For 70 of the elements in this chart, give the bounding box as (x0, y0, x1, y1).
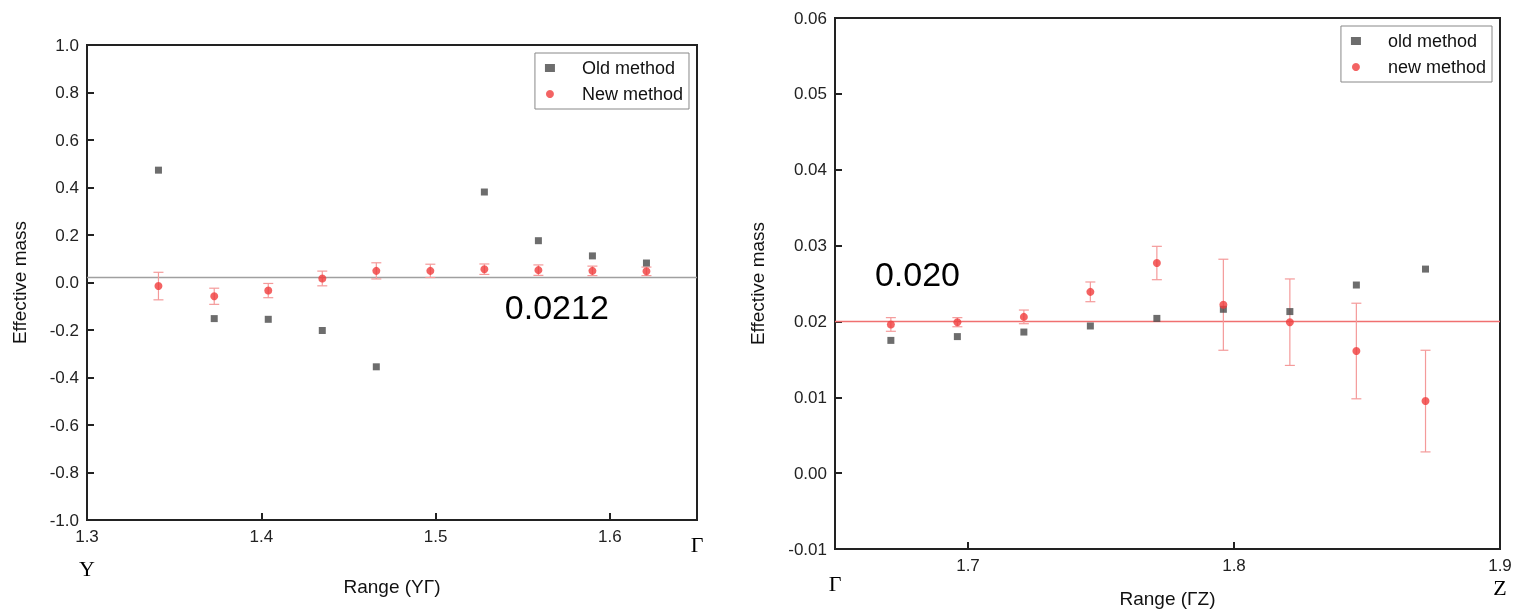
point (588, 252, 596, 260)
point (1020, 328, 1028, 336)
point (372, 363, 380, 371)
point (1352, 281, 1360, 289)
point (1086, 322, 1094, 330)
point (534, 237, 542, 245)
text: Γ (828, 570, 842, 596)
y-axis-title: Effective mass (747, 221, 768, 346)
legend-label: New method (581, 84, 684, 104)
y-tick-label: 0.01 (793, 387, 827, 407)
point (480, 188, 488, 196)
point (953, 333, 961, 341)
legend-label: old method (1387, 31, 1477, 51)
y-tick-label: -0.01 (788, 539, 827, 559)
text: Z (1493, 574, 1507, 600)
y-tick-label: 0.00 (793, 463, 827, 483)
legend-label: Old method (581, 58, 676, 78)
y-tick-label: -0.4 (49, 368, 79, 387)
y-tick-label: -0.2 (49, 320, 79, 340)
point (1219, 300, 1228, 309)
point (887, 336, 895, 344)
y-tick-label: 0.03 (793, 236, 827, 256)
point (1086, 287, 1095, 296)
point (318, 326, 326, 334)
x-tick-label: 1.4 (249, 527, 274, 546)
text: Γ (690, 531, 704, 557)
y-tick-label: 0.4 (55, 178, 79, 197)
point (210, 315, 218, 323)
text: Y (79, 555, 96, 581)
y-tick-label: 0.6 (55, 130, 79, 150)
point (264, 286, 273, 295)
point (264, 315, 272, 323)
point (154, 166, 162, 174)
y-axis-title: Effective mass (9, 220, 30, 345)
y-tick-label: -0.6 (49, 415, 79, 435)
y-tick-label: 0.0 (55, 273, 79, 292)
y-tick-label: -1.0 (49, 510, 79, 530)
point (1285, 318, 1294, 327)
y-tick-label: -0.8 (49, 463, 79, 482)
x-tick-label: 1.5 (423, 527, 448, 546)
y-tick-label: 0.05 (793, 84, 827, 104)
point (1352, 347, 1361, 356)
y-tick-label: 1.0 (55, 35, 79, 55)
point (154, 282, 163, 291)
ref-line-label: 0.0212 (504, 288, 609, 327)
point (1286, 308, 1294, 316)
point (1152, 259, 1161, 268)
y-tick-label: 0.02 (793, 311, 827, 331)
y-tick-label: 0.06 (793, 8, 827, 28)
x-tick-label: 1.6 (598, 527, 622, 546)
x-axis-title: Range (ΓZ) (1119, 588, 1216, 609)
x-axis-title: Range (YΓ) (343, 576, 441, 597)
point (1422, 265, 1430, 273)
legend-label: new method (1387, 57, 1486, 77)
point (372, 266, 381, 275)
y-tick-label: 0.2 (55, 225, 79, 245)
ref-line-label: 0.020 (874, 255, 960, 294)
y-tick-label: 0.8 (55, 83, 79, 102)
x-tick-label: 1.7 (956, 556, 980, 575)
point (318, 274, 327, 283)
x-tick-label: 1.3 (75, 527, 99, 546)
point (1153, 314, 1161, 322)
x-tick-label: 1.8 (1222, 556, 1246, 575)
point (210, 292, 219, 301)
point (1019, 312, 1028, 321)
point (426, 266, 435, 275)
point (642, 259, 650, 267)
x-tick-label: 1.9 (1488, 556, 1512, 575)
y-tick-label: 0.04 (793, 160, 827, 180)
point (1421, 397, 1430, 406)
